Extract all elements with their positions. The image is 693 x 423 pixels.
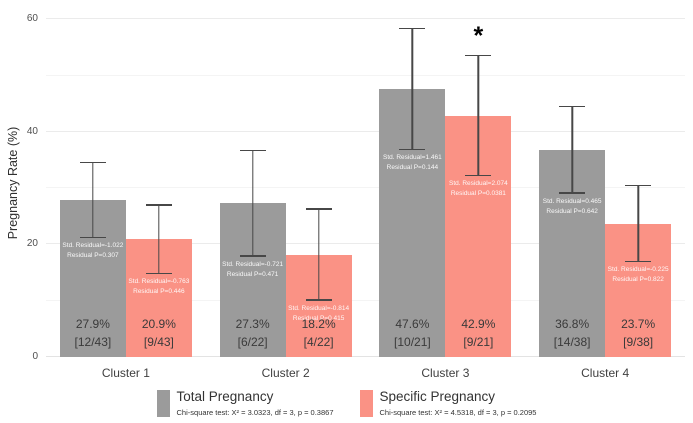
residual-annotation: Std. Residual=-1.022 Residual P=0.307: [62, 242, 124, 260]
error-bar: [625, 184, 652, 263]
major-gridline: [46, 18, 685, 20]
major-gridline: [46, 243, 685, 245]
residual-annotation: Std. Residual=-0.763 Residual P=0.446: [128, 278, 190, 296]
error-bar: [145, 204, 172, 275]
legend-swatch-total: [156, 390, 170, 417]
error-bar-line: [158, 204, 160, 275]
residual-annotation: Std. Residual=-0.225 Residual P=0.822: [607, 266, 669, 284]
error-bar-cap-top: [625, 184, 652, 187]
error-bar-cap-bottom: [239, 255, 266, 257]
error-bar-cap-top: [79, 161, 106, 164]
error-bar-line: [317, 208, 320, 301]
significance-asterisk: *: [473, 21, 484, 50]
y-tick-label: 60: [26, 13, 38, 25]
error-bar-cap-bottom: [465, 174, 492, 177]
bar-groups: Std. Residual=-1.022 Residual P=0.307 27.9…: [46, 8, 685, 357]
bar-value-label: 42.9% [9/21]: [461, 316, 496, 350]
error-bar: [399, 27, 426, 151]
bar-value-label: 20.9% [9/43]: [141, 316, 176, 350]
legend-label: Specific Pregnancy: [379, 389, 496, 404]
y-tick-label: 0: [32, 351, 38, 362]
legend-chi-square-note: Chi-square test: X² = 3.0323, df = 3, p …: [176, 407, 334, 417]
residual-annotation: Std. Residual=2.074 Residual P=0.0381: [449, 180, 508, 198]
error-bar: [79, 161, 106, 239]
error-bar-line: [251, 149, 254, 257]
bar-specific-pregnancy: Std. Residual=-0.814 Residual P=0.415 18.2…: [285, 208, 352, 357]
legend-label: Total Pregnancy: [176, 389, 274, 404]
legend-chi-square-note: Chi-square test: X² = 4.5318, df = 3, p …: [379, 407, 537, 417]
residual-annotation: Std. Residual=0.465 Residual P=0.642: [542, 197, 602, 215]
y-tick-label: 40: [26, 125, 38, 137]
bar-value-label: 36.8% [14/38]: [553, 316, 591, 350]
bar-value-label: 27.3% [6/22]: [235, 316, 270, 350]
cluster-group: Std. Residual=0.465 Residual P=0.642 36.8%…: [525, 8, 685, 357]
cluster-group: Std. Residual=1.461 Residual P=0.144 47.6%…: [366, 8, 526, 357]
error-bar-line: [477, 54, 480, 177]
bar-value-label: 23.7% [9/38]: [621, 316, 656, 350]
legend-swatch-specific: [359, 390, 373, 417]
error-bar-cap-top: [145, 204, 172, 206]
error-bar-cap-top: [399, 27, 426, 30]
error-bar-cap-bottom: [399, 149, 426, 151]
x-axis-label: Cluster 1: [101, 366, 150, 380]
error-bar-cap-bottom: [145, 272, 172, 275]
x-axis-label: Cluster 2: [261, 366, 310, 380]
legend-item-specific-pregnancy: Specific Pregnancy Chi-square test: X² =…: [359, 389, 537, 417]
error-bar-line: [411, 27, 414, 151]
residual-annotation: Std. Residual=-0.814 Residual P=0.415: [288, 304, 350, 322]
x-axis-baseline: [46, 356, 685, 357]
error-bar-line: [571, 105, 573, 194]
legend-item-total-pregnancy: Total Pregnancy Chi-square test: X² = 3.…: [156, 389, 334, 417]
bar-total-pregnancy: Std. Residual=-1.022 Residual P=0.307 27.9…: [59, 161, 126, 357]
error-bar-cap-bottom: [625, 261, 652, 263]
error-bar-line: [637, 184, 639, 263]
cluster-group: Std. Residual=-0.721 Residual P=0.471 27.3…: [206, 8, 366, 357]
error-bar-cap-top: [239, 149, 266, 152]
minor-gridline: [46, 299, 685, 301]
x-axis-label: Cluster 4: [581, 366, 630, 380]
bar-specific-pregnancy: Std. Residual=2.074 Residual P=0.0381 42.9…: [445, 23, 512, 357]
minor-gridline: [46, 187, 685, 189]
error-bar: [305, 208, 332, 301]
x-axis-label: Cluster 3: [421, 366, 470, 380]
error-bar-cap-top: [305, 208, 332, 210]
error-bar-line: [92, 161, 94, 239]
error-bar-cap-bottom: [305, 299, 332, 301]
error-bar-cap-top: [559, 105, 586, 108]
error-bar-cap-top: [465, 54, 492, 57]
error-bar-cap-bottom: [79, 236, 106, 239]
error-bar: [559, 105, 586, 194]
residual-annotation: Std. Residual=-0.721 Residual P=0.471: [222, 260, 284, 278]
bar-specific-pregnancy: Std. Residual=-0.225 Residual P=0.822 23.7…: [605, 184, 672, 357]
major-gridline: [46, 130, 685, 132]
residual-annotation: Std. Residual=1.461 Residual P=0.144: [383, 154, 442, 172]
y-tick-label: 20: [26, 238, 38, 250]
bar-value-label: 47.6% [10/21]: [394, 316, 431, 350]
error-bar-cap-bottom: [559, 192, 586, 194]
bar-specific-pregnancy: Std. Residual=-0.763 Residual P=0.446 20.9…: [125, 204, 192, 357]
error-bar: [239, 149, 266, 257]
bar-value-label: 18.2% [4/22]: [301, 316, 336, 350]
bar-total-pregnancy: Std. Residual=-0.721 Residual P=0.471 27.3…: [219, 149, 286, 357]
bar-total-pregnancy: Std. Residual=1.461 Residual P=0.144 47.6%…: [379, 27, 446, 357]
legend: Total Pregnancy Chi-square test: X² = 3.…: [0, 389, 693, 417]
minor-gridline: [46, 74, 685, 76]
bar-total-pregnancy: Std. Residual=0.465 Residual P=0.642 36.8%…: [539, 105, 606, 357]
cluster-group: Std. Residual=-1.022 Residual P=0.307 27.9…: [46, 8, 206, 357]
y-axis-ticks: 0 20 40 60: [0, 8, 41, 362]
error-bar: [465, 54, 492, 177]
plot-area: Std. Residual=-1.022 Residual P=0.307 27.9…: [46, 8, 685, 357]
x-axis-labels: Cluster 1 Cluster 2 Cluster 3 Cluster 4: [46, 366, 685, 380]
bar-value-label: 27.9% [12/43]: [74, 316, 112, 350]
